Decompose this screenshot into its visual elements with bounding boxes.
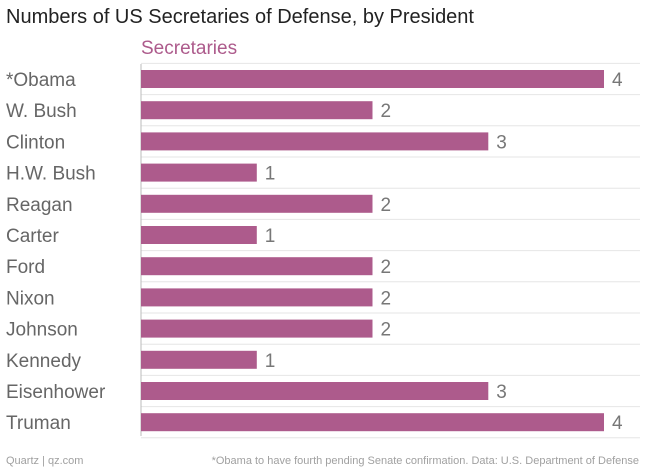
category-label: Clinton [6,132,65,153]
bar [141,132,489,151]
value-label: 1 [265,351,276,372]
value-label: 3 [496,132,507,153]
value-label: 2 [381,320,392,341]
bar [141,70,604,88]
value-label: 4 [612,70,623,91]
bar [141,319,373,338]
category-label: Ford [6,257,45,278]
value-label: 1 [265,164,276,185]
category-label: *Obama [6,70,76,91]
bar [141,257,373,276]
category-label: Reagan [6,195,73,216]
bar [141,163,257,182]
bar [141,226,257,244]
value-label: 2 [381,257,392,278]
bar [141,382,489,400]
category-label: Eisenhower [6,382,106,403]
bar [141,101,373,120]
category-label: Johnson [6,320,78,341]
chart-title: Numbers of US Secretaries of Defense, by… [6,6,474,28]
value-label: 2 [381,195,392,216]
value-label: 1 [265,226,276,247]
bar [141,350,257,369]
category-label: W. Bush [6,101,77,122]
category-label: Nixon [6,288,55,309]
category-label: Carter [6,226,59,247]
source-credit: Quartz | qz.com [6,455,84,467]
category-label: H.W. Bush [6,164,96,185]
series-legend-label: Secretaries [141,38,238,59]
category-label: Truman [6,413,71,434]
footnote: *Obama to have fourth pending Senate con… [211,455,639,467]
bar [141,288,373,307]
value-label: 2 [381,288,392,309]
bar [141,194,373,213]
value-label: 4 [612,413,623,434]
value-label: 3 [496,382,507,403]
bar [141,413,604,432]
value-label: 2 [381,101,392,122]
category-label: Kennedy [6,351,82,372]
